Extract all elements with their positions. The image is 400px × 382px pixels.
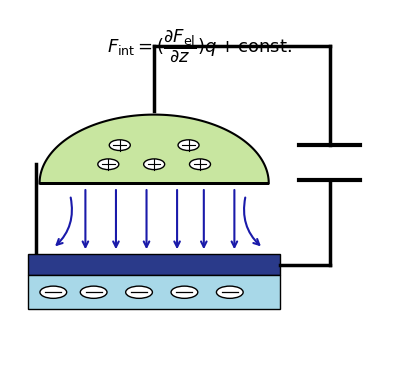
Ellipse shape [171,286,198,298]
Ellipse shape [178,140,199,151]
Ellipse shape [144,159,165,170]
Ellipse shape [126,286,152,298]
Ellipse shape [109,140,130,151]
Ellipse shape [98,159,119,170]
Text: $F_{\mathrm{int}} = (\dfrac{\partial F_{\mathrm{el}}}{\partial z})q + \mathrm{co: $F_{\mathrm{int}} = (\dfrac{\partial F_{… [108,27,292,64]
Bar [28,254,280,275]
Bar [28,275,280,309]
Ellipse shape [190,159,210,170]
Polygon shape [40,115,269,183]
Ellipse shape [80,286,107,298]
Ellipse shape [216,286,243,298]
Ellipse shape [40,286,67,298]
